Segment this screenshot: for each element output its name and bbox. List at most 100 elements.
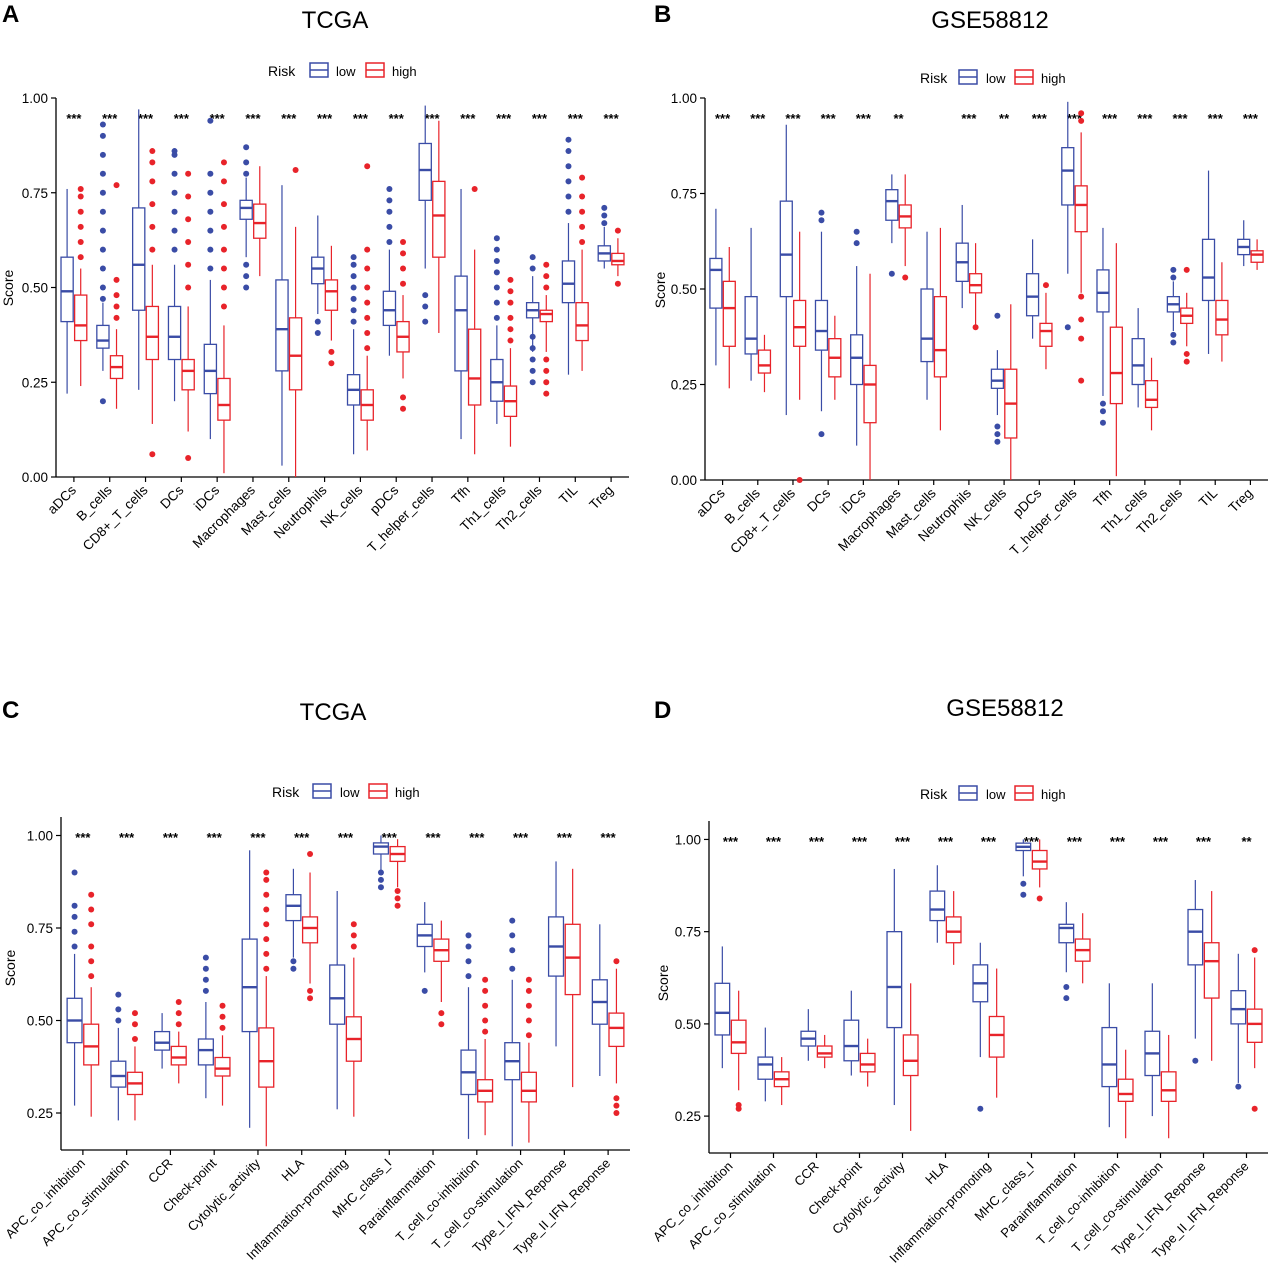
box-high — [396, 239, 410, 412]
box-iqr — [1031, 849, 1048, 870]
outlier-point — [386, 208, 393, 215]
box-low — [241, 850, 258, 1128]
significance-label: *** — [766, 834, 782, 849]
outlier-point — [796, 477, 803, 483]
box-iqr — [744, 295, 758, 355]
box-high — [988, 968, 1005, 1098]
box-iqr — [241, 938, 258, 1033]
outlier-point — [243, 273, 250, 280]
outlier-point — [185, 216, 192, 223]
outlier-point — [185, 193, 192, 200]
box-low — [1058, 902, 1075, 1002]
box-iqr — [920, 288, 934, 363]
box-low — [346, 254, 361, 455]
box-high — [1180, 266, 1194, 365]
outlier-point — [1170, 266, 1177, 273]
panel-d: D GSE58812 Risk low high Score 0.25 0.50 0… — [650, 695, 1268, 1266]
outlier-point — [220, 159, 227, 166]
outlier-point — [1042, 282, 1049, 289]
outlier-point — [171, 189, 178, 196]
outlier-point — [509, 917, 516, 924]
y-tick-label: 0.75 — [27, 921, 53, 936]
box-high — [1160, 1034, 1177, 1139]
outlier-point — [220, 284, 227, 291]
outlier-point — [818, 209, 825, 216]
x-tick-label: Tfh — [449, 483, 473, 507]
outlier-point — [977, 1105, 984, 1112]
box-low — [203, 117, 218, 440]
y-tick-label: 1.00 — [22, 91, 48, 106]
outlier-point — [364, 246, 371, 253]
outlier-point — [71, 869, 78, 876]
panel-title: GSE58812 — [931, 7, 1048, 34]
outlier-point — [493, 284, 500, 291]
outlier-point — [202, 976, 209, 983]
box-iqr — [863, 364, 877, 424]
outlier-point — [220, 265, 227, 272]
outlier-point — [307, 851, 314, 857]
box-low — [1144, 983, 1161, 1117]
outlier-point — [509, 932, 516, 939]
box-low — [372, 835, 390, 891]
x-tick-label: TIL — [1196, 485, 1221, 510]
significance-label: *** — [750, 111, 766, 126]
outlier-point — [493, 314, 500, 321]
significance-label: *** — [604, 111, 620, 126]
outlier-point — [115, 1006, 122, 1013]
outlier-point — [1251, 1105, 1258, 1112]
box-high — [539, 261, 554, 397]
outlier-point — [350, 932, 357, 939]
y-tick-label: 1.00 — [675, 832, 701, 847]
outlier-point — [994, 312, 1001, 319]
outlier-point — [377, 884, 384, 891]
legend-title: Risk — [920, 786, 948, 802]
significance-label: *** — [723, 834, 739, 849]
box-low — [885, 174, 899, 277]
box-low — [597, 204, 612, 269]
y-tick-label: 1.00 — [671, 91, 697, 106]
outlier-point — [314, 329, 321, 336]
box-high — [1074, 110, 1088, 384]
outlier-point — [529, 356, 536, 363]
box-low — [1131, 308, 1145, 408]
significance-label: *** — [1102, 111, 1118, 126]
box-high — [863, 273, 877, 480]
outlier-point — [263, 869, 270, 876]
box-low — [131, 109, 146, 390]
box-iqr — [258, 1027, 275, 1088]
box-iqr — [779, 200, 793, 298]
box-iqr — [608, 1012, 625, 1048]
significance-label: *** — [469, 830, 485, 845]
box-high — [730, 990, 747, 1112]
y-tick-label: 0.25 — [675, 1109, 701, 1124]
outlier-point — [386, 223, 393, 230]
box-iqr — [167, 305, 182, 361]
legend: Risk low high — [268, 62, 417, 79]
outlier-point — [328, 348, 335, 355]
significance-label: *** — [981, 834, 997, 849]
significance-label: *** — [513, 830, 529, 845]
outlier-point — [185, 239, 192, 246]
outlier-point — [438, 1021, 445, 1028]
box-iqr — [1215, 299, 1229, 336]
box-low — [714, 946, 731, 1069]
box-low — [525, 254, 540, 386]
outlier-point — [853, 228, 860, 235]
outlier-point — [263, 891, 270, 898]
box-iqr — [301, 916, 319, 944]
outlier-point — [1170, 339, 1177, 346]
outlier-point — [525, 1017, 532, 1024]
outlier-point — [465, 958, 472, 965]
outlier-point — [394, 895, 401, 902]
outlier-point — [207, 189, 214, 196]
outlier-point — [377, 876, 384, 883]
outlier-point — [422, 303, 429, 310]
x-tick-label: HLA — [922, 1158, 951, 1187]
box-high — [945, 891, 962, 965]
box-low — [591, 924, 608, 1076]
box-low — [1237, 220, 1251, 267]
box-iqr — [490, 358, 504, 402]
box-high — [1031, 839, 1048, 902]
outlier-point — [565, 193, 572, 200]
outlier-point — [579, 193, 586, 200]
